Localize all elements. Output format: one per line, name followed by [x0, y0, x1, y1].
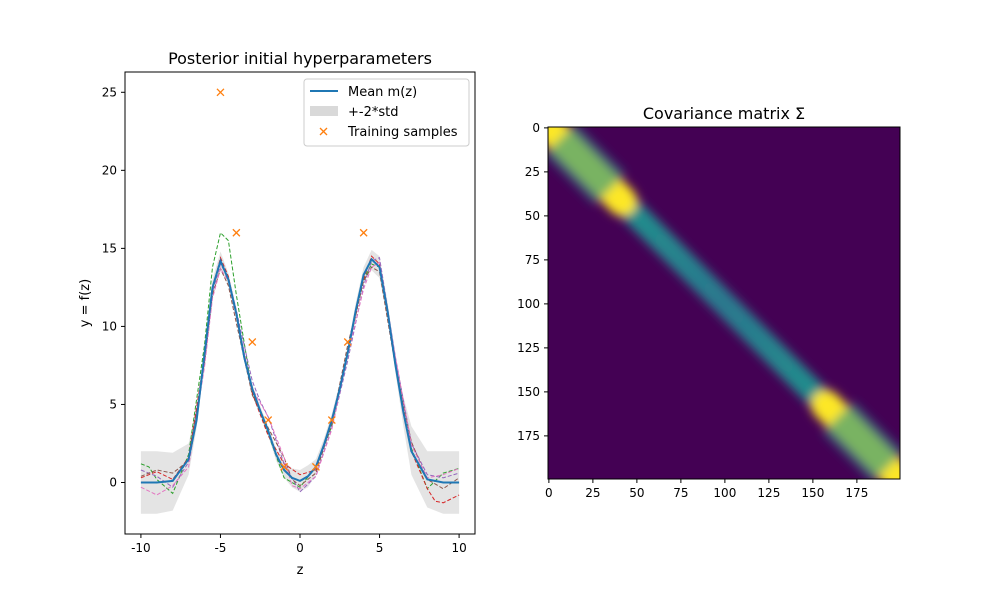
left-plot-title: Posterior initial hyperparameters	[168, 49, 432, 68]
heatmap-y-tick-label: 175	[517, 429, 540, 443]
legend-box	[303, 78, 470, 147]
heatmap-x-ticks: 0 25 50 75 100 125 150 175	[545, 479, 868, 500]
legend-mean-label: Mean m(z)	[348, 85, 417, 100]
heatmap-y-ticks: 0 25 50 75 100 125 150 175	[517, 121, 548, 443]
mean-line	[140, 257, 460, 484]
heatmap-y-tick-label: 50	[525, 209, 540, 223]
y-tick-label: 20	[102, 163, 117, 177]
x-tick-label: 10	[451, 541, 466, 555]
legend-band-swatch	[310, 106, 338, 116]
posterior-draw-5	[140, 261, 460, 496]
legend-samples-label: Training samples	[347, 125, 458, 140]
heatmap-y-tick-label: 0	[532, 121, 540, 135]
training-sample-marker	[359, 228, 368, 237]
posterior-plot: Posterior initial hyperparameters -10 -5 0…	[78, 49, 476, 578]
heatmap-title: Covariance matrix Σ	[643, 104, 805, 123]
legend-samples-swatch	[319, 127, 328, 136]
y-tick-label: 0	[109, 475, 117, 489]
heatmap-x-tick-label: 50	[629, 486, 644, 500]
y-tick-label: 15	[102, 241, 117, 255]
training-sample-marker	[232, 228, 241, 237]
heatmap-y-tick-label: 100	[517, 297, 540, 311]
heatmap-x-tick-label: 100	[713, 486, 736, 500]
x-tick-label: 0	[296, 541, 304, 555]
heatmap-y-tick-label: 75	[525, 253, 540, 267]
training-sample-marker	[311, 462, 320, 471]
y-tick-label: 10	[102, 319, 117, 333]
x-tick-label: 5	[376, 541, 384, 555]
heatmap-x-tick-label: 125	[757, 486, 780, 500]
x-tick-label: -10	[131, 541, 151, 555]
left-x-ticks: -10 -5 0 5 10	[131, 534, 467, 555]
y-axis-label: y = f(z)	[78, 279, 93, 327]
training-sample-marker	[264, 416, 273, 425]
training-sample-marker	[343, 338, 352, 346]
training-sample-marker	[280, 462, 289, 471]
heatmap-frame	[547, 126, 901, 480]
y-tick-label: 5	[109, 397, 117, 411]
heatmap-x-tick-label: 0	[545, 486, 553, 500]
y-tick-label: 25	[102, 85, 117, 99]
heatmap-image	[548, 127, 900, 479]
training-samples	[216, 88, 368, 471]
legend-band-label: +-2*std	[348, 105, 398, 120]
heatmap-x-tick-label: 175	[845, 486, 868, 500]
x-tick-label: -5	[214, 541, 226, 555]
training-sample-marker	[216, 88, 225, 97]
heatmap-x-tick-label: 150	[801, 486, 824, 500]
legend: Mean m(z) +-2*std Training samples	[303, 78, 470, 147]
heatmap-y-tick-label: 125	[517, 341, 540, 355]
x-axis-label: z	[297, 563, 304, 578]
heatmap-y-tick-label: 25	[525, 165, 540, 179]
heatmap-x-tick-label: 75	[673, 486, 688, 500]
training-sample-marker	[248, 338, 257, 346]
training-sample-marker	[327, 416, 336, 425]
covariance-heatmap: Covariance matrix Σ 0 25 50 75 100 125 150 175 …	[517, 104, 901, 500]
left-y-ticks: 0 5 10 15 20 25	[102, 85, 125, 489]
heatmap-y-tick-label: 150	[517, 385, 540, 399]
heatmap-x-tick-label: 25	[585, 486, 600, 500]
